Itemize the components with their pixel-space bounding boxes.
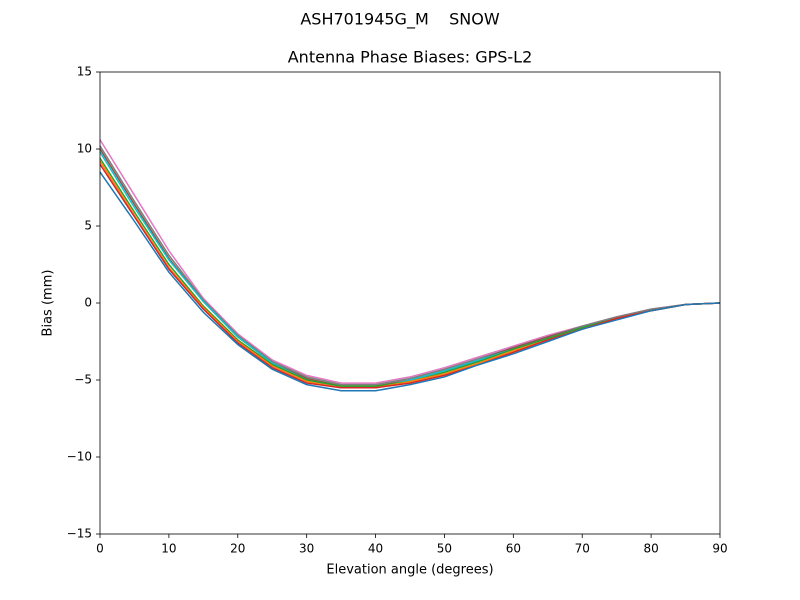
- x-tick-label: 60: [506, 542, 521, 556]
- data-line: [99, 145, 721, 386]
- x-tick-label: 90: [712, 542, 727, 556]
- x-axis-label: Elevation angle (degrees): [326, 563, 493, 578]
- x-tick-label: 30: [299, 542, 314, 556]
- y-tick-label: 0: [84, 296, 92, 310]
- data-line: [99, 171, 721, 392]
- y-tick-label: 5: [84, 219, 92, 233]
- y-tick-label: 10: [77, 142, 92, 156]
- suptitle: ASH701945G_M SNOW: [300, 10, 499, 30]
- y-tick-label: −10: [67, 450, 92, 464]
- data-line: [99, 163, 721, 389]
- y-axis-label: Bias (mm): [41, 270, 56, 337]
- y-tick-label: 15: [77, 65, 92, 79]
- x-tick-label: 50: [437, 542, 452, 556]
- y-tick-label: −15: [67, 527, 92, 541]
- x-tick-label: 20: [230, 542, 245, 556]
- x-tick-label: 10: [161, 542, 176, 556]
- x-tick-label: 0: [96, 542, 104, 556]
- y-tick-label: −5: [74, 373, 92, 387]
- chart-title: Antenna Phase Biases: GPS-L2: [288, 48, 533, 67]
- x-tick-label: 40: [368, 542, 383, 556]
- x-tick-label: 70: [575, 542, 590, 556]
- x-tick-label: 80: [643, 542, 658, 556]
